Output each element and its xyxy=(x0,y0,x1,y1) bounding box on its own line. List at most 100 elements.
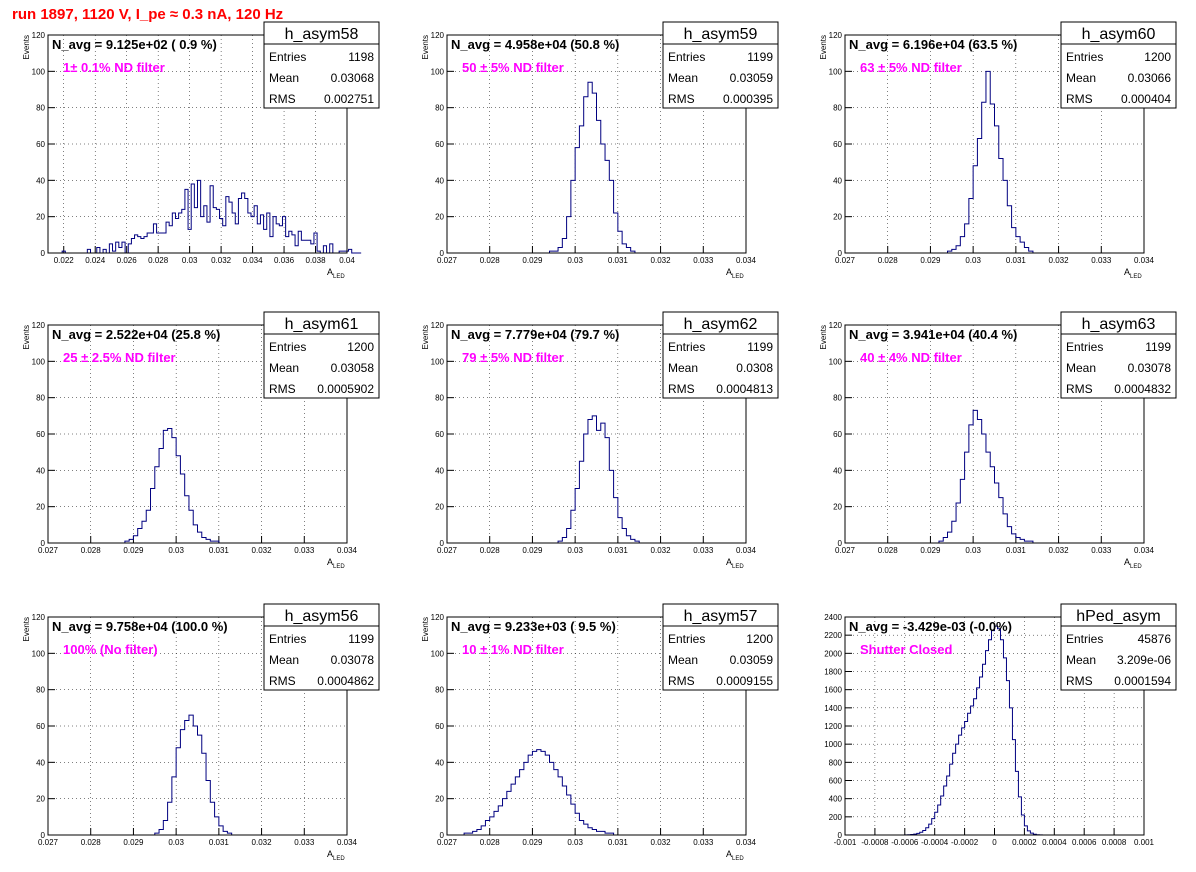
x-axis-label: ALED xyxy=(1124,267,1142,280)
x-tick-label: 0.03 xyxy=(182,256,198,265)
y-tick-label: 0 xyxy=(41,249,46,258)
stat-value-rms: 0.002751 xyxy=(324,92,374,106)
navg-text: N_avg = 4.958e+04 (50.8 %) xyxy=(451,37,619,52)
x-tick-label: 0.033 xyxy=(1091,546,1112,555)
stats-box: h_asym59 Entries 1199 Mean 0.03059 RMS 0.00039… xyxy=(662,21,779,109)
y-tick-label: 400 xyxy=(829,795,843,804)
x-axis-label: ALED xyxy=(726,267,744,280)
x-axis-label-subscript: LED xyxy=(333,564,345,570)
stat-label-rms: RMS xyxy=(668,674,695,688)
stat-value-rms: 0.0004832 xyxy=(1114,382,1171,396)
y-tick-label: 1400 xyxy=(824,704,842,713)
y-tick-label: 2200 xyxy=(824,631,842,640)
stat-label-entries: Entries xyxy=(668,50,705,64)
y-tick-label: 100 xyxy=(829,357,843,366)
stat-label-entries: Entries xyxy=(269,50,306,64)
x-axis-label: ALED xyxy=(327,849,345,862)
x-tick-label: 0.029 xyxy=(522,546,543,555)
stats-title: h_asym60 xyxy=(1082,26,1156,43)
y-tick-label: 120 xyxy=(431,613,445,622)
x-tick-label: 0.027 xyxy=(38,838,59,847)
histogram-line xyxy=(557,415,640,543)
x-tick-label: 0.029 xyxy=(123,838,144,847)
y-tick-label: 40 xyxy=(36,758,45,767)
x-tick-label: 0.034 xyxy=(243,256,264,265)
stat-value-mean: 0.03066 xyxy=(1128,71,1172,85)
x-tick-label: 0.029 xyxy=(522,256,543,265)
x-axis-label: ALED xyxy=(327,267,345,280)
x-axis-label-subscript: LED xyxy=(333,856,345,862)
x-tick-label: 0.027 xyxy=(437,546,458,555)
y-tick-label: 100 xyxy=(431,67,445,76)
stat-value-entries: 45876 xyxy=(1138,632,1172,646)
filter-note: 100% (No filter) xyxy=(63,642,158,657)
x-tick-label: 0.0002 xyxy=(1012,838,1037,847)
stat-value-entries: 1199 xyxy=(1145,340,1171,354)
filter-note: 25 ± 2.5% ND filter xyxy=(63,350,176,365)
x-tick-label: 0.031 xyxy=(608,256,629,265)
x-tick-label: 0.029 xyxy=(920,256,941,265)
stat-label-entries: Entries xyxy=(668,340,705,354)
histogram-line xyxy=(549,81,636,253)
x-tick-label: 0.028 xyxy=(878,256,899,265)
y-tick-label: 1000 xyxy=(824,740,842,749)
stat-value-entries: 1199 xyxy=(747,50,773,64)
navg-text: N_avg = 6.196e+04 (63.5 %) xyxy=(849,37,1017,52)
x-tick-label: 0.028 xyxy=(480,838,501,847)
y-axis-label: Events xyxy=(22,617,31,641)
stat-label-rms: RMS xyxy=(269,674,296,688)
navg-text: N_avg = 3.941e+04 (40.4 %) xyxy=(849,327,1017,342)
x-tick-label: 0.028 xyxy=(480,256,501,265)
y-tick-label: 120 xyxy=(32,31,46,40)
x-tick-label: 0.0004 xyxy=(1042,838,1067,847)
stats-title: hPed_asym xyxy=(1076,608,1161,625)
y-tick-label: 80 xyxy=(833,394,842,403)
x-tick-label: 0.034 xyxy=(1134,546,1155,555)
y-tick-label: 40 xyxy=(435,176,444,185)
y-tick-label: 0 xyxy=(838,249,843,258)
stat-value-rms: 0.0005902 xyxy=(317,382,374,396)
x-tick-label: 0.034 xyxy=(337,546,358,555)
y-tick-label: 60 xyxy=(435,430,444,439)
stats-title: h_asym56 xyxy=(285,608,359,625)
x-tick-label: 0.029 xyxy=(920,546,941,555)
x-tick-label: 0.031 xyxy=(608,838,629,847)
stat-label-entries: Entries xyxy=(1066,632,1103,646)
y-axis-label: Events xyxy=(819,325,828,349)
stat-label-mean: Mean xyxy=(269,361,299,375)
stat-value-entries: 1198 xyxy=(348,50,374,64)
y-tick-label: 100 xyxy=(32,357,46,366)
y-tick-label: 80 xyxy=(833,104,842,113)
x-tick-label: 0.034 xyxy=(736,256,757,265)
y-tick-label: 60 xyxy=(435,722,444,731)
y-tick-label: 20 xyxy=(36,503,45,512)
x-tick-label: -0.0008 xyxy=(861,838,889,847)
plot-frame xyxy=(844,616,1145,836)
histogram-line xyxy=(463,749,615,835)
stat-value-mean: 0.03059 xyxy=(730,653,774,667)
y-tick-label: 80 xyxy=(435,686,444,695)
y-tick-label: 1200 xyxy=(824,722,842,731)
stat-value-rms: 0.000404 xyxy=(1121,92,1171,106)
filter-note: 50 ± 5% ND filter xyxy=(462,60,564,75)
x-axis-label-subscript: LED xyxy=(333,274,345,280)
stat-value-entries: 1200 xyxy=(1144,50,1171,64)
x-tick-label: -0.0002 xyxy=(951,838,979,847)
x-tick-label: 0.034 xyxy=(736,546,757,555)
histogram-h_asym63: 0 20 40 60 80 100 120 0.027 0.028 0.029 0.03 0.031 0… xyxy=(819,311,1177,570)
x-tick-label: 0.032 xyxy=(211,256,232,265)
x-axis-label-subscript: LED xyxy=(732,274,744,280)
y-tick-label: 100 xyxy=(32,67,46,76)
x-tick-label: -0.0006 xyxy=(891,838,919,847)
x-tick-label: 0.033 xyxy=(693,546,714,555)
y-tick-label: 20 xyxy=(833,503,842,512)
y-tick-label: 1800 xyxy=(824,668,842,677)
stat-label-mean: Mean xyxy=(1066,653,1096,667)
y-tick-label: 80 xyxy=(435,104,444,113)
x-tick-label: 0.027 xyxy=(437,838,458,847)
plot-frame xyxy=(47,34,348,254)
y-tick-label: 60 xyxy=(833,140,842,149)
filter-note: Shutter Closed xyxy=(860,642,953,657)
x-tick-label: 0.033 xyxy=(693,838,714,847)
stat-value-rms: 0.000395 xyxy=(723,92,773,106)
